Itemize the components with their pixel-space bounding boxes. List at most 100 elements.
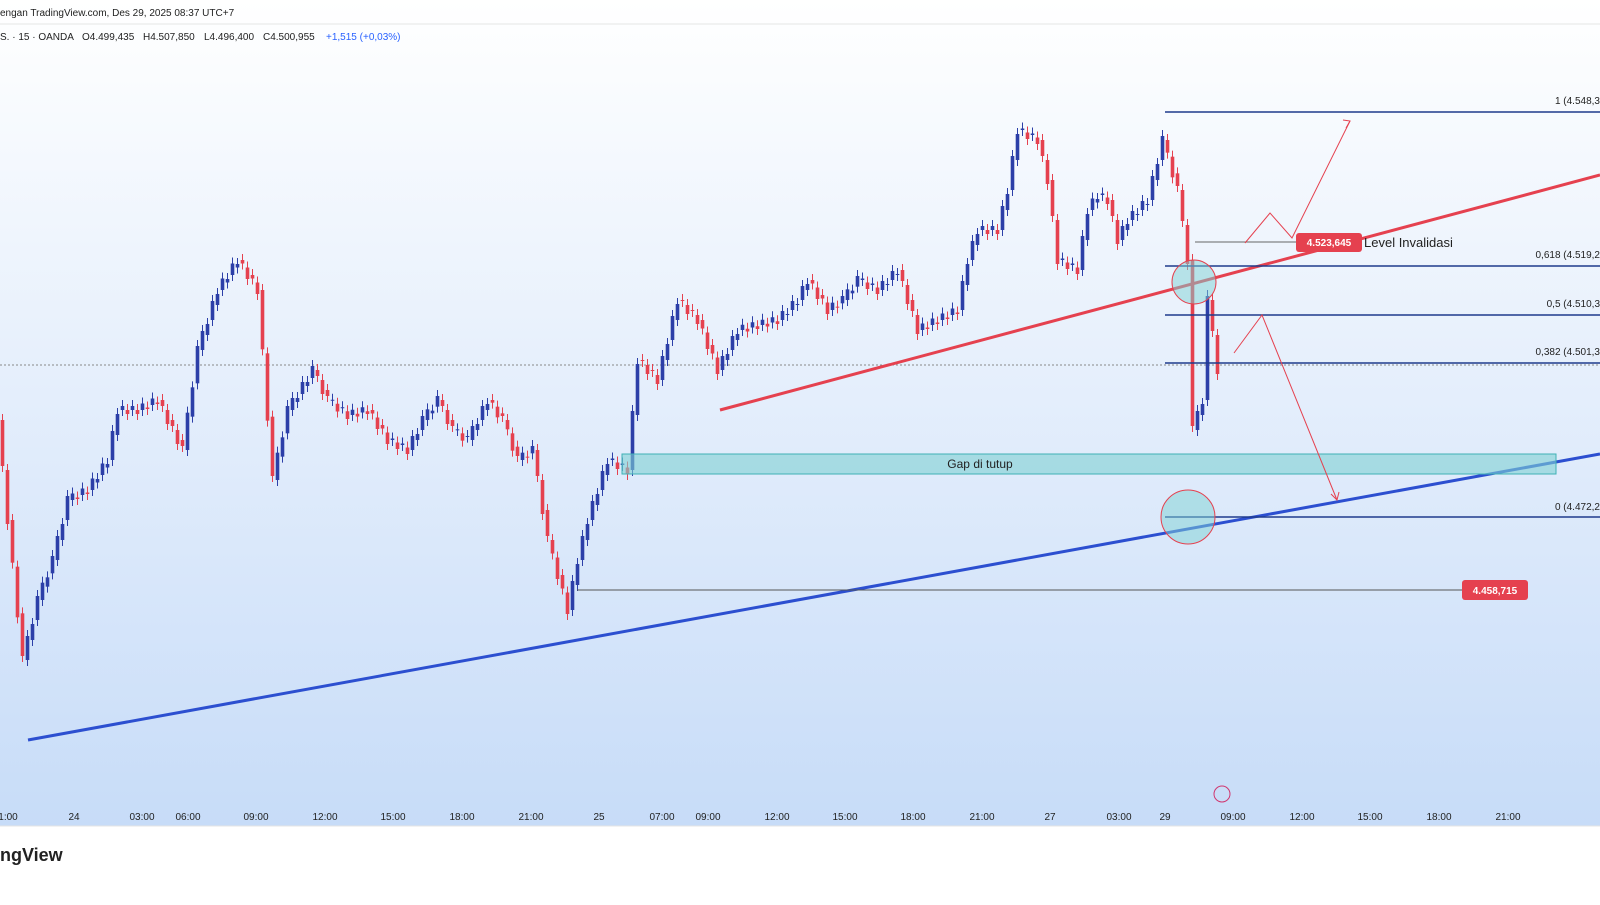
candle-body [256, 283, 260, 295]
candle-body [41, 583, 45, 600]
close: C4.500,955 [263, 32, 315, 43]
candle-body [316, 370, 320, 376]
candle-body [731, 336, 735, 350]
candle-body [51, 556, 55, 573]
candle-body [1166, 140, 1170, 153]
candle-body [451, 420, 455, 426]
candle-body [61, 524, 65, 540]
fib-label: 0 (4.472,2 [1555, 502, 1600, 513]
candle-body [526, 457, 530, 458]
candle-body [1171, 157, 1175, 178]
x-axis-label: 03:00 [129, 812, 154, 823]
candle-body [406, 448, 410, 455]
candle-body [686, 305, 690, 314]
candle-body [586, 524, 590, 540]
candle-body [906, 285, 910, 304]
fib-label: 0,5 (4.510,3 [1547, 299, 1600, 310]
candle-body [506, 420, 510, 429]
candle-body [501, 413, 505, 416]
candle-body [96, 479, 100, 483]
x-axis-label: 09:00 [695, 812, 720, 823]
candle-body [591, 501, 595, 520]
candle-body [841, 296, 845, 303]
x-axis-label: 07:00 [649, 812, 674, 823]
x-axis-label: 09:00 [1220, 812, 1245, 823]
candle-body [171, 420, 175, 426]
candle-body [281, 437, 285, 456]
candle-body [1016, 134, 1020, 160]
candle-body [1161, 136, 1165, 160]
low: L4.496,400 [204, 32, 254, 43]
candle-body [1081, 236, 1085, 270]
candle-body [76, 498, 80, 500]
candle-body [391, 439, 395, 441]
candle-body [1126, 224, 1130, 230]
candle-body [1006, 194, 1010, 210]
candle-body [651, 370, 655, 371]
candle-body [266, 353, 270, 420]
candle-body [411, 436, 415, 450]
candle-body [1026, 133, 1030, 140]
candle-body [91, 479, 95, 491]
x-axis-label: 29 [1159, 812, 1171, 823]
x-axis-label: 21:00 [1495, 812, 1520, 823]
candle-body [321, 380, 325, 394]
candle-body [251, 275, 255, 279]
fib-label: 0,618 (4.519,2 [1536, 250, 1600, 261]
candle-body [1046, 160, 1050, 184]
candle-body [921, 324, 925, 331]
candle-body [1041, 140, 1045, 156]
candle-body [956, 313, 960, 315]
candle-body [471, 426, 475, 440]
candle-body [361, 407, 365, 412]
candle-body [196, 346, 200, 383]
candle-body [481, 406, 485, 420]
candle-body [756, 326, 760, 329]
candle-body [511, 433, 515, 450]
candle-body [331, 400, 335, 401]
candle-body [781, 311, 785, 320]
candle-body [831, 303, 835, 310]
candle-body [101, 464, 105, 476]
candle-body [166, 410, 170, 424]
candle-body [446, 410, 450, 424]
candle-body [436, 396, 440, 407]
candle-body [546, 510, 550, 536]
candle-body [1121, 226, 1125, 240]
candle-body [336, 404, 340, 412]
x-axis-label: 12:00 [1289, 812, 1314, 823]
x-axis-label: 15:00 [832, 812, 857, 823]
candle-body [976, 234, 980, 245]
candle-body [986, 230, 990, 234]
candle-body [146, 408, 150, 410]
x-axis-label: 21:00 [969, 812, 994, 823]
x-axis-label: 06:00 [175, 812, 200, 823]
candle-body [401, 444, 405, 446]
candle-body [1051, 180, 1055, 216]
candle-body [1011, 156, 1015, 190]
candle-body [641, 360, 645, 361]
x-axis-label: 18:00 [1426, 812, 1451, 823]
candle-body [1206, 296, 1210, 400]
candle-body [1201, 404, 1205, 415]
fib-label: 1 (4.548,3 [1555, 96, 1600, 107]
candle-body [1216, 335, 1220, 374]
candle-body [916, 315, 920, 334]
candle-body [111, 431, 115, 460]
candle-body [656, 375, 660, 384]
candle-body [826, 303, 830, 315]
candle-body [541, 480, 545, 514]
candle-body [421, 416, 425, 430]
candle-body [1141, 201, 1145, 210]
candle-body [611, 459, 615, 461]
candle-body [1156, 164, 1160, 180]
candle-body [726, 354, 730, 360]
candle-body [156, 403, 160, 405]
candle-body [151, 399, 155, 406]
candle-body [926, 328, 930, 330]
logo: ngView [0, 845, 64, 865]
candle-body [566, 593, 570, 615]
candle-body [851, 291, 855, 294]
candle-body [136, 410, 140, 414]
x-axis-label: 15:00 [1357, 812, 1382, 823]
